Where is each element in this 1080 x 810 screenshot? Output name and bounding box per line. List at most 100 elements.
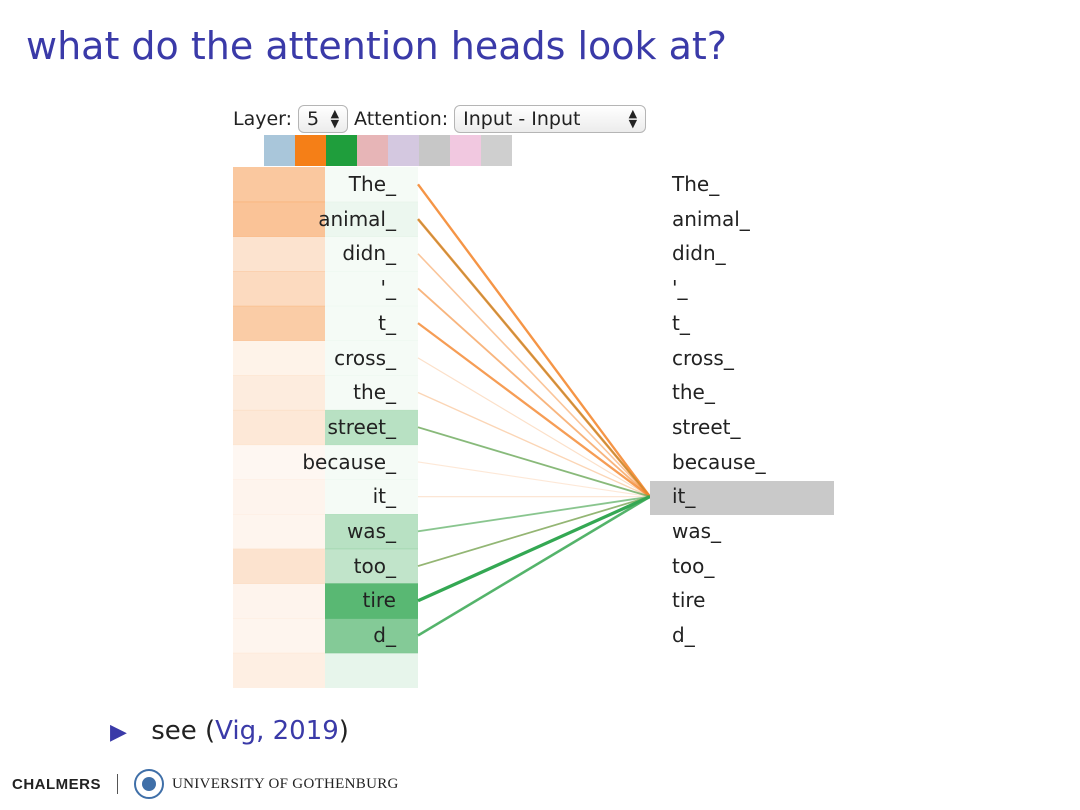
left-token[interactable]: The_ — [348, 172, 396, 196]
orange-attention-cell — [233, 236, 325, 272]
orange-attention-cell — [233, 375, 325, 411]
chalmers-logo: CHALMERS — [12, 775, 101, 793]
orange-attention-line — [417, 357, 651, 498]
green-attention-cell — [325, 236, 418, 272]
orange-attention-cell — [233, 444, 325, 480]
orange-attention-line — [417, 322, 651, 498]
green-attention-cell — [325, 444, 418, 480]
green-attention-cell — [325, 201, 418, 237]
green-attention-line — [417, 495, 651, 567]
bullet-prefix: see ( — [151, 716, 216, 746]
orange-attention-cell — [233, 479, 325, 515]
layer-select[interactable]: 5 ▲ ▼ — [298, 105, 349, 133]
green-attention-line — [417, 218, 651, 498]
right-token[interactable]: The_ — [672, 172, 720, 196]
green-attention-cell — [325, 305, 418, 341]
green-attention-cell — [325, 167, 418, 203]
slide-title: what do the attention heads look at? — [26, 24, 727, 68]
orange-attention-cell — [233, 271, 325, 307]
green-attention-cell — [325, 409, 418, 446]
green-attention-cell — [325, 375, 418, 411]
orange-attention-cell — [233, 305, 325, 341]
left-token[interactable]: d_ — [373, 623, 396, 648]
left-token[interactable]: the_ — [353, 380, 396, 405]
bullet-triangle-icon: ▶ — [110, 720, 127, 745]
head-swatch-1[interactable] — [295, 135, 326, 166]
orange-attention-cell — [233, 167, 325, 203]
left-token[interactable]: '_ — [380, 276, 397, 301]
layer-value: 5 — [307, 108, 320, 130]
attention-controls: Layer: 5 ▲ ▼ Attention: Input - Input ▲ ▼ — [233, 103, 652, 135]
green-attention-cell — [325, 479, 418, 515]
university-seal-icon — [134, 769, 164, 799]
left-token[interactable]: too_ — [353, 553, 396, 578]
left-token[interactable]: animal_ — [318, 206, 396, 231]
green-attention-line — [417, 495, 651, 533]
orange-attention-line — [417, 253, 651, 498]
reference-bullet: ▶ see (Vig, 2019) — [110, 716, 349, 746]
right-token[interactable]: was_ — [672, 519, 722, 543]
right-token[interactable]: d_ — [672, 623, 695, 648]
right-token[interactable]: t_ — [672, 310, 690, 335]
left-token[interactable]: it_ — [372, 484, 396, 509]
select-arrows-icon: ▲ ▼ — [330, 107, 340, 130]
head-swatch-6[interactable] — [450, 135, 481, 166]
orange-attention-cell — [233, 201, 325, 237]
gothenburg-logo: UNIVERSITY OF GOTHENBURG — [172, 775, 399, 792]
right-token[interactable]: because_ — [672, 449, 766, 474]
green-attention-line — [417, 495, 651, 637]
head-swatch-2[interactable] — [326, 135, 357, 166]
left-token[interactable]: cross_ — [334, 345, 396, 370]
green-attention-cell — [325, 583, 418, 619]
right-token[interactable]: cross_ — [672, 345, 734, 370]
head-swatch-0[interactable] — [264, 135, 295, 166]
orange-attention-line — [417, 287, 651, 498]
layer-label: Layer: — [233, 108, 293, 130]
right-token[interactable]: too_ — [672, 553, 715, 578]
left-token[interactable]: t_ — [378, 310, 396, 335]
left-token[interactable]: street_ — [327, 414, 397, 439]
green-attention-cell — [325, 340, 418, 376]
green-attention-line — [417, 495, 651, 603]
left-token[interactable]: tire — [362, 588, 397, 613]
head-swatch-3[interactable] — [357, 135, 388, 166]
right-token-selected[interactable]: it_ — [672, 484, 696, 509]
right-token[interactable]: the_ — [672, 380, 715, 405]
right-token[interactable]: tire — [672, 588, 706, 613]
footer: CHALMERS UNIVERSITY OF GOTHENBURG — [12, 769, 399, 799]
orange-attention-line — [417, 183, 651, 498]
orange-attention-cell — [233, 548, 325, 584]
left-token[interactable]: because_ — [302, 449, 396, 474]
right-token[interactable]: street_ — [672, 414, 741, 439]
attention-select[interactable]: Input - Input ▲ ▼ — [454, 105, 647, 133]
right-token[interactable]: animal_ — [672, 206, 750, 231]
attention-value: Input - Input — [463, 108, 581, 130]
right-token[interactable]: '_ — [672, 276, 688, 301]
head-color-swatches — [264, 135, 512, 166]
orange-attention-line — [417, 391, 651, 498]
head-swatch-7[interactable] — [481, 135, 512, 166]
left-token[interactable]: was_ — [346, 519, 396, 543]
orange-attention-cell — [233, 409, 325, 446]
footer-divider — [117, 774, 118, 794]
green-attention-line — [417, 426, 651, 498]
green-attention-cell — [325, 271, 418, 307]
select-arrows-icon: ▲ ▼ — [628, 107, 638, 130]
head-swatch-5[interactable] — [419, 135, 450, 166]
green-attention-cell — [325, 548, 418, 584]
orange-attention-cell — [233, 652, 325, 688]
right-token[interactable]: didn_ — [672, 241, 726, 266]
left-token[interactable]: didn_ — [342, 241, 396, 266]
citation-link[interactable]: Vig, 2019 — [215, 716, 339, 746]
orange-attention-cell — [233, 340, 325, 376]
orange-attention-line — [417, 461, 651, 498]
orange-attention-cell — [233, 583, 325, 619]
orange-attention-cell — [233, 618, 325, 654]
head-swatch-4[interactable] — [388, 135, 419, 166]
selected-token-highlight — [650, 481, 834, 515]
green-attention-cell — [325, 514, 418, 550]
green-attention-cell — [325, 618, 418, 654]
green-attention-cell — [325, 652, 418, 688]
attention-label: Attention: — [354, 108, 449, 130]
